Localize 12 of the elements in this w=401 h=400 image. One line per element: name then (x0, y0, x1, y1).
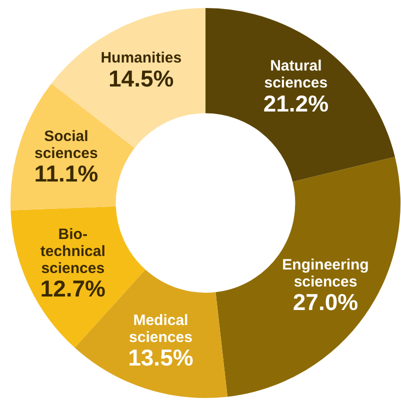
slice-label: Engineering sciences (282, 256, 369, 290)
data-label: 12.7% (40, 276, 106, 302)
slice-label: Bio- technical sciences (40, 226, 106, 278)
data-label: 14.5% (108, 65, 174, 92)
slice-label: Social sciences (34, 128, 98, 162)
data-label: 13.5% (128, 344, 194, 371)
data-label: 27.0% (292, 289, 358, 316)
slice-label: Medical sciences (129, 312, 192, 346)
slice-label: Humanities (100, 50, 182, 67)
data-label: 21.2% (263, 90, 329, 116)
data-label: 11.1% (34, 160, 98, 187)
slice-label: Natural sciences (264, 58, 328, 92)
